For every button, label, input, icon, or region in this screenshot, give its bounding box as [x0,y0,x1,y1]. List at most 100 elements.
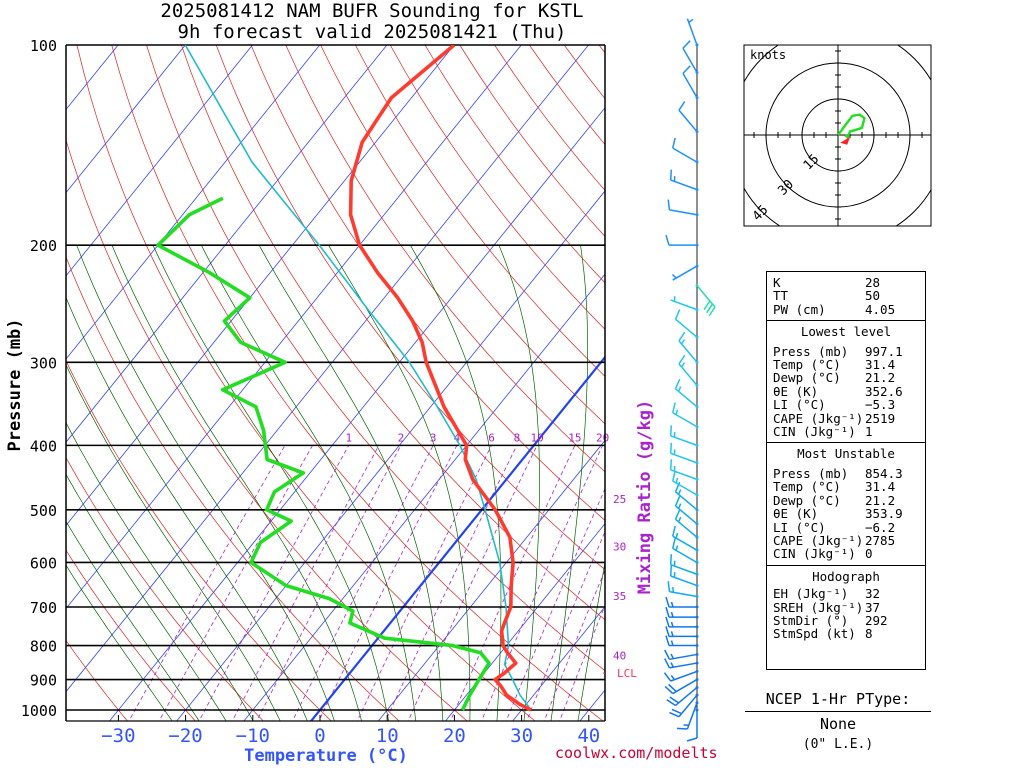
mixing-ratio-line [198,445,350,721]
pressure-tick-label: 900 [30,672,57,690]
chart-title: 2025081412 NAM BUFR Sounding for KSTL [160,0,583,22]
mixing-ratio-line [318,445,458,721]
index-value: 2519 [865,410,896,426]
moist-adiabat-line [66,473,227,721]
wind-barb [665,635,699,648]
wind-barb [678,331,699,364]
wind-barb [665,626,699,638]
wind-barb [672,538,699,564]
index-label: CAPE (Jkg⁻¹) [773,410,864,426]
mixing-ratio-tick-label: 30 [613,541,626,554]
wind-barb [667,199,699,217]
mixing-ratio-tick-label: 35 [613,590,626,603]
index-value: 4.05 [865,301,896,317]
index-value: 1 [865,424,873,440]
wind-barb [667,581,699,598]
temperature-tick-label: −20 [168,725,202,747]
dry-adiabat-line [181,45,605,621]
index-value: 854.3 [865,465,903,481]
moist-adiabat-line [66,296,308,721]
wind-barb [665,616,699,629]
wind-barb [672,470,699,497]
mixing-ratio-tick-label: 20 [596,431,609,444]
moist-adiabat-line [152,245,390,721]
dry-adiabat-line [320,45,605,425]
wind-barb [695,284,716,317]
hodograph-section: Hodograph EH (Jkg⁻¹) 32 SREH (Jkg⁻¹) 37 StmD… [767,566,925,645]
index-value: −6.2 [865,519,896,535]
index-label: Temp (°C) [773,479,841,495]
pressure-tick-label: 500 [30,502,57,520]
moist-adiabat-line [258,245,444,721]
zero-isotherm-line [309,355,605,721]
wind-barb [676,701,699,730]
index-value: 997.1 [865,343,903,359]
dry-adiabat-line [355,45,605,377]
wind-barb [672,402,699,429]
index-value: 352.6 [865,383,903,399]
wind-barb [669,425,699,447]
index-label: θE (K) [773,383,819,399]
most-unstable-section: Most Unstable Press (mb) 854.3 Temp (°C) 31… [767,443,925,566]
precip-type-panel: NCEP 1-Hr PType: None (0" L.E.) [745,690,931,752]
chart-subtitle: 9h forecast valid 2025081421 (Thu) [178,21,567,43]
mixing-ratio-tick-label: 2 [398,431,405,444]
wind-barb [682,40,699,75]
moist-adiabat-line [201,245,417,721]
y-axis-label: Pressure (mb) [5,318,25,451]
index-value: 28 [865,275,881,290]
dry-adiabat-line [146,45,605,672]
temperature-tick-label: −10 [236,725,270,747]
index-row: CAPE (Jkg⁻¹) 2519 [773,410,919,426]
index-row: StmDir (°) 292 [773,614,919,628]
index-label: K [773,275,781,290]
moist-adiabat-line [111,245,362,721]
mixing-ratio-tick-label: 6 [488,431,495,444]
index-value: 0 [865,546,873,562]
index-row: Press (mb) 997.1 [773,343,919,359]
credit-link[interactable]: coolwx.com/modelts [555,744,718,762]
index-row: Temp (°C) 31.4 [773,479,919,495]
wind-barb [669,554,699,576]
hodograph-heading: Hodograph [812,568,880,584]
index-row: Press (mb) 854.3 [773,465,919,481]
index-value: 21.2 [865,492,896,508]
isotherm-line [444,522,605,721]
lcl-label: LCL [617,667,637,680]
index-label: StmSpd (kt) [773,626,856,642]
isotherm-line [66,45,589,693]
ptype-accum: (0" L.E.) [802,737,874,752]
temperature-tick-label: 20 [443,725,466,747]
ptype-value: None [819,715,857,733]
isotherm-line [377,439,605,721]
index-row: CIN (Jkg⁻¹) 1 [773,424,919,440]
pressure-tick-label: 200 [30,237,57,255]
index-label: CIN (Jkg⁻¹) [773,424,856,440]
index-row: K 28 [773,275,919,290]
moist-adiabat-line [66,564,173,721]
index-label: LI (°C) [773,397,826,413]
wind-barb [669,169,699,192]
pressure-tick-label: 800 [30,638,57,656]
index-row: Dewp (°C) 21.2 [773,492,919,508]
isotherm-line [66,45,253,277]
isotherm-line [176,190,605,721]
index-row: CAPE (Jkg⁻¹) 2785 [773,533,919,547]
pressure-tick-label: 600 [30,555,57,573]
index-label: Dewp (°C) [773,370,841,386]
mixing-ratio-line [526,530,605,721]
mixing-ratio-tick-label: 40 [613,649,626,662]
temperature-tick-label: −30 [101,725,135,747]
mixing-ratio-line [385,445,518,721]
wind-barb [664,678,699,695]
dry-adiabat-line [111,45,604,721]
lowest-level-heading: Lowest level [800,324,892,340]
index-label: Temp (°C) [773,357,841,373]
wind-barb [665,234,699,247]
index-value: 21.2 [865,370,896,386]
index-label: CIN (Jkg⁻¹) [773,546,856,562]
index-label: Press (mb) [773,465,849,481]
index-label: TT [773,288,789,304]
